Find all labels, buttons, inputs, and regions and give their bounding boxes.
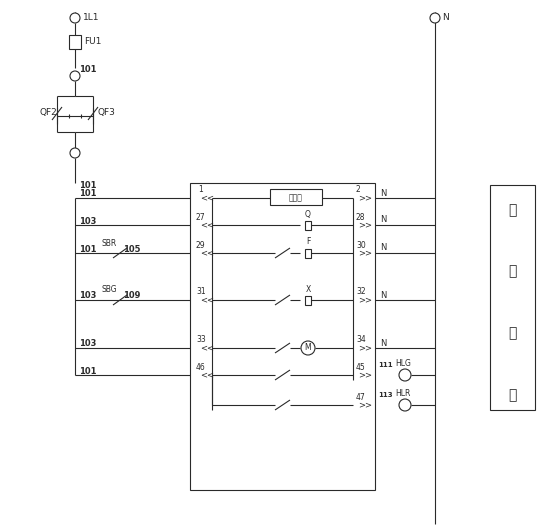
Text: N: N — [380, 339, 386, 348]
Text: Q: Q — [305, 209, 311, 218]
Text: HLR: HLR — [395, 388, 410, 397]
Text: >>: >> — [358, 194, 372, 203]
Text: >>: >> — [358, 343, 372, 352]
Text: 45: 45 — [356, 362, 366, 371]
Text: 101: 101 — [79, 180, 96, 189]
Text: M: M — [305, 343, 311, 352]
Text: 31: 31 — [196, 287, 206, 296]
Text: <<: << — [200, 194, 214, 203]
Text: 46: 46 — [196, 362, 206, 371]
Text: X: X — [305, 285, 311, 294]
Text: 101: 101 — [79, 367, 96, 376]
Text: HLG: HLG — [395, 359, 411, 368]
Text: <<: << — [200, 370, 214, 379]
Text: N: N — [442, 14, 449, 23]
Bar — [305, 221, 311, 230]
Circle shape — [70, 148, 80, 158]
Text: <<: << — [200, 221, 214, 230]
Circle shape — [430, 13, 440, 23]
Text: >>: >> — [358, 296, 372, 305]
Bar — [305, 296, 311, 305]
Text: 101: 101 — [79, 65, 96, 74]
Text: 103: 103 — [79, 291, 96, 300]
Text: 制: 制 — [508, 264, 517, 279]
Bar — [69, 35, 81, 49]
Text: 控: 控 — [508, 203, 517, 217]
Text: FU1: FU1 — [84, 38, 101, 47]
Text: 28: 28 — [356, 213, 366, 222]
Text: QF3: QF3 — [97, 108, 115, 117]
Text: 路: 路 — [508, 388, 517, 402]
Text: 回: 回 — [508, 326, 517, 340]
Bar — [190, 183, 375, 490]
Text: >>: >> — [358, 370, 372, 379]
Text: <<: << — [200, 296, 214, 305]
Text: N: N — [380, 188, 386, 197]
Text: 30: 30 — [356, 241, 366, 250]
Text: 29: 29 — [196, 241, 206, 250]
Text: 2: 2 — [356, 186, 361, 195]
Text: QF2: QF2 — [40, 108, 58, 117]
Text: 103: 103 — [79, 340, 96, 349]
Circle shape — [301, 341, 315, 355]
Bar — [270, 189, 322, 205]
Text: 47: 47 — [356, 393, 366, 402]
Text: 1: 1 — [198, 186, 203, 195]
Text: <<: << — [200, 343, 214, 352]
Text: 103: 103 — [79, 216, 96, 225]
Text: >>: >> — [358, 400, 372, 409]
Text: 101: 101 — [79, 189, 96, 198]
Text: N: N — [380, 290, 386, 299]
Bar — [490, 185, 535, 410]
Text: 113: 113 — [378, 392, 393, 398]
Text: 109: 109 — [123, 291, 141, 300]
Bar — [305, 249, 311, 258]
Text: 33: 33 — [196, 335, 206, 344]
Text: N: N — [380, 215, 386, 224]
Text: 1L1: 1L1 — [83, 14, 100, 23]
Text: >>: >> — [358, 221, 372, 230]
Text: 32: 32 — [356, 287, 366, 296]
Text: 34: 34 — [356, 335, 366, 344]
Circle shape — [399, 369, 411, 381]
Text: 105: 105 — [123, 244, 141, 253]
Text: <<: << — [200, 249, 214, 258]
Circle shape — [399, 399, 411, 411]
Text: 煤矿机: 煤矿机 — [289, 194, 303, 203]
Text: 27: 27 — [196, 213, 206, 222]
Text: F: F — [306, 238, 310, 247]
Circle shape — [70, 13, 80, 23]
Text: SBG: SBG — [101, 286, 116, 295]
Text: N: N — [380, 243, 386, 252]
Circle shape — [70, 71, 80, 81]
Text: SBR: SBR — [101, 239, 116, 248]
Text: >>: >> — [358, 249, 372, 258]
Text: 101: 101 — [79, 244, 96, 253]
Text: 111: 111 — [378, 362, 393, 368]
